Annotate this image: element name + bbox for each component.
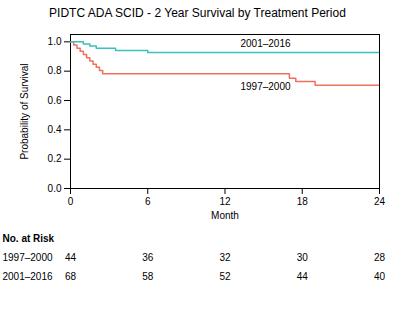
- svg-text:No. at Risk: No. at Risk: [3, 233, 55, 244]
- svg-text:44: 44: [297, 271, 309, 282]
- svg-text:68: 68: [65, 271, 77, 282]
- svg-text:0.6: 0.6: [48, 95, 62, 106]
- svg-text:6: 6: [145, 196, 151, 207]
- svg-text:28: 28: [374, 252, 386, 263]
- svg-text:2001–2016: 2001–2016: [240, 38, 290, 49]
- svg-text:32: 32: [219, 252, 231, 263]
- svg-text:0.0: 0.0: [48, 183, 62, 194]
- svg-text:1.0: 1.0: [48, 36, 62, 47]
- svg-text:Month: Month: [211, 210, 239, 221]
- svg-text:1997–2000: 1997–2000: [240, 81, 290, 92]
- svg-text:2001–2016: 2001–2016: [3, 271, 53, 282]
- svg-text:1997–2000: 1997–2000: [3, 252, 53, 263]
- svg-text:0.4: 0.4: [48, 124, 62, 135]
- html-text:PIDTC ADA SCID - 2 Year Surviv: PIDTC ADA SCID - 2 Year Survival by Trea…: [49, 6, 346, 20]
- svg-text:0.2: 0.2: [48, 153, 62, 164]
- svg-text:24: 24: [374, 196, 386, 207]
- svg-text:44: 44: [65, 252, 77, 263]
- svg-text:Probability of Survival: Probability of Survival: [19, 63, 30, 159]
- svg-text:12: 12: [219, 196, 231, 207]
- svg-text:0: 0: [68, 196, 74, 207]
- svg-text:30: 30: [297, 252, 309, 263]
- svg-text:18: 18: [297, 196, 309, 207]
- svg-text:40: 40: [374, 271, 386, 282]
- svg-text:0.8: 0.8: [48, 65, 62, 76]
- svg-text:52: 52: [219, 271, 231, 282]
- svg-text:58: 58: [142, 271, 154, 282]
- svg-text:36: 36: [142, 252, 154, 263]
